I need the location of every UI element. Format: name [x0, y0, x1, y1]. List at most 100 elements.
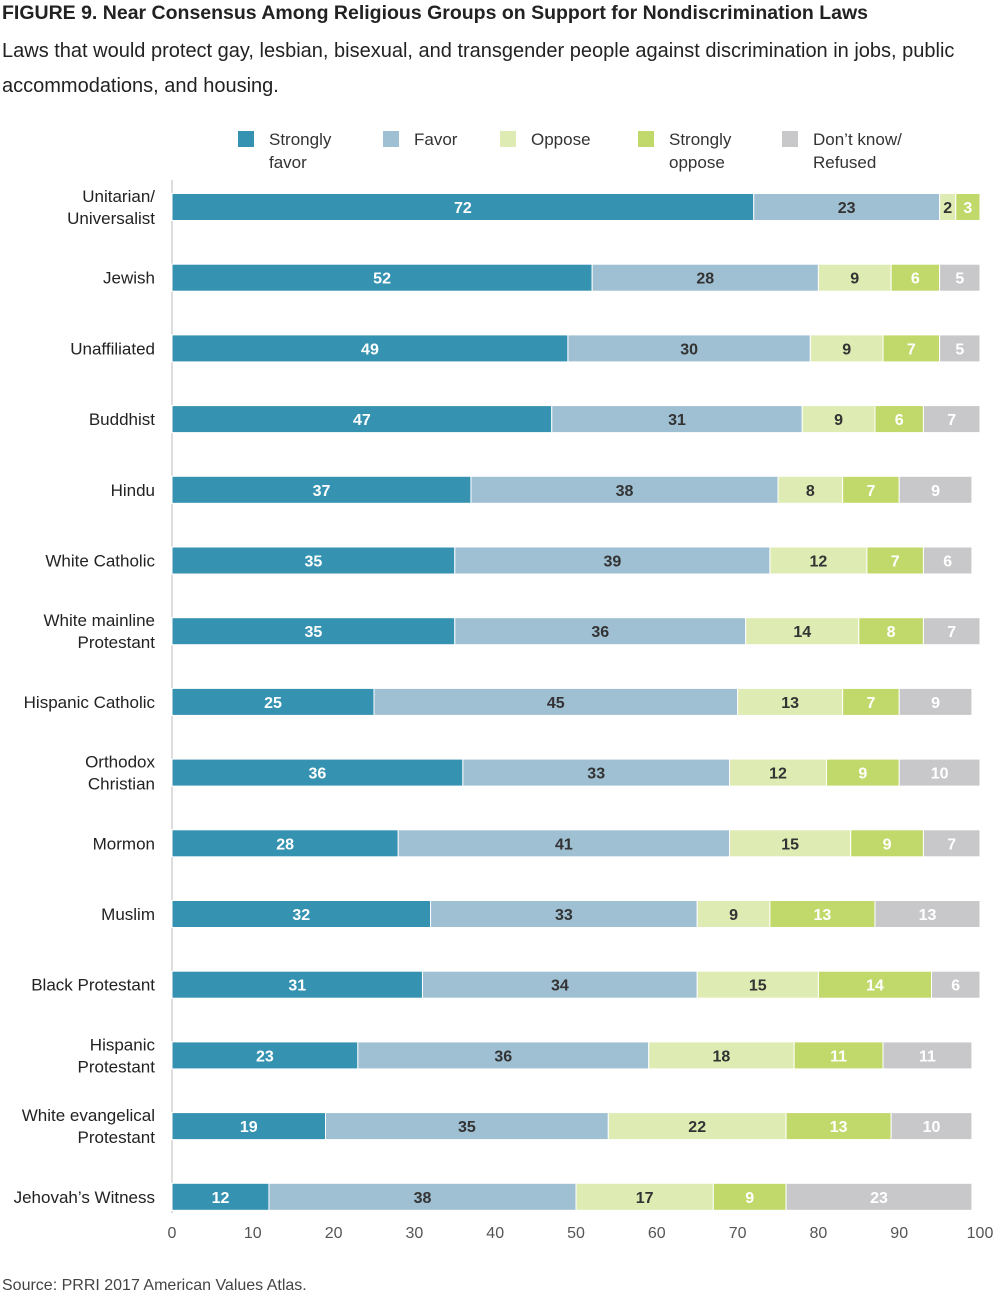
data-label-unitarian-universalist-favor: 23 — [838, 200, 856, 217]
data-label-orthodox-christian-strongly-favor: 36 — [309, 766, 327, 783]
legend-swatch-strongly-favor — [238, 131, 254, 147]
data-label-jewish-don-t-know-refused: 5 — [955, 271, 964, 288]
data-label-jehovah-s-witness-strongly-favor: 12 — [212, 1190, 230, 1207]
data-label-orthodox-christian-favor: 33 — [587, 766, 605, 783]
x-tick-label-100: 100 — [967, 1225, 994, 1242]
bar-white-catholic-strongly-favor — [171, 546, 456, 575]
bar-jehovah-s-witness-oppose — [575, 1182, 714, 1211]
data-label-hispanic-catholic-strongly-oppose: 7 — [866, 695, 875, 712]
data-label-hispanic-protestant-strongly-favor: 23 — [256, 1048, 274, 1065]
bar-mormon-oppose — [729, 829, 852, 858]
bar-hispanic-catholic-don-t-know-refused — [898, 687, 973, 716]
data-label-muslim-strongly-favor: 32 — [292, 907, 310, 924]
bar-unaffiliated-strongly-favor — [171, 334, 569, 363]
bar-white-evangelical-protestant-don-t-know-refused — [890, 1112, 973, 1141]
category-label-unaffiliated: Unaffiliated — [70, 339, 155, 358]
data-label-white-evangelical-protestant-oppose: 22 — [688, 1119, 706, 1136]
bar-white-mainline-protestant-favor — [454, 617, 747, 646]
data-label-jewish-strongly-favor: 52 — [373, 271, 391, 288]
legend-label-strongly-oppose: Strongly oppose — [669, 130, 732, 172]
category-label-hindu: Hindu — [111, 481, 155, 500]
data-label-buddhist-don-t-know-refused: 7 — [947, 412, 956, 429]
x-tick-label-80: 80 — [810, 1225, 828, 1242]
data-label-muslim-oppose: 9 — [729, 907, 738, 924]
data-label-hindu-favor: 38 — [616, 483, 634, 500]
data-label-unitarian-universalist-oppose: 2 — [943, 200, 952, 217]
data-label-muslim-favor: 33 — [555, 907, 573, 924]
x-tick-label-40: 40 — [486, 1225, 504, 1242]
bar-jewish-strongly-favor — [171, 263, 593, 292]
data-label-buddhist-oppose: 9 — [834, 412, 843, 429]
bar-hindu-oppose — [777, 475, 844, 504]
data-label-white-mainline-protestant-oppose: 14 — [793, 624, 811, 641]
data-label-white-catholic-favor: 39 — [603, 554, 621, 571]
data-label-unaffiliated-strongly-oppose: 7 — [907, 341, 916, 358]
bar-mormon-favor — [397, 829, 731, 858]
bar-jewish-don-t-know-refused — [939, 263, 981, 292]
x-tick-label-90: 90 — [890, 1225, 908, 1242]
data-label-black-protestant-oppose: 15 — [749, 978, 767, 995]
data-label-mormon-strongly-oppose: 9 — [883, 836, 892, 853]
bar-hindu-strongly-oppose — [842, 475, 900, 504]
data-label-hispanic-catholic-favor: 45 — [547, 695, 565, 712]
bar-jewish-favor — [591, 263, 819, 292]
data-label-hispanic-catholic-strongly-favor: 25 — [264, 695, 282, 712]
bar-muslim-strongly-oppose — [769, 900, 876, 928]
category-label-mormon: Mormon — [93, 834, 155, 853]
data-label-orthodox-christian-don-t-know-refused: 10 — [931, 766, 949, 783]
bar-white-catholic-don-t-know-refused — [922, 546, 973, 575]
category-label-hispanic-catholic: Hispanic Catholic — [24, 693, 156, 712]
bar-muslim-favor — [430, 900, 698, 928]
category-label-buddhist: Buddhist — [89, 410, 155, 429]
bar-hispanic-protestant-strongly-favor — [171, 1041, 359, 1070]
data-label-muslim-don-t-know-refused: 13 — [919, 907, 937, 924]
bar-white-catholic-favor — [454, 546, 771, 575]
bar-black-protestant-strongly-oppose — [817, 970, 933, 999]
category-label-jehovah-s-witness: Jehovah’s Witness — [14, 1188, 155, 1207]
x-tick-label-30: 30 — [406, 1225, 424, 1242]
data-label-hispanic-protestant-oppose: 18 — [713, 1048, 731, 1065]
bar-white-evangelical-protestant-strongly-oppose — [785, 1112, 892, 1141]
data-label-jehovah-s-witness-oppose: 17 — [636, 1190, 654, 1207]
data-label-hispanic-protestant-don-t-know-refused: 11 — [919, 1048, 936, 1065]
data-label-jehovah-s-witness-strongly-oppose: 9 — [745, 1190, 754, 1207]
bar-white-evangelical-protestant-strongly-favor — [171, 1112, 327, 1141]
data-label-hindu-oppose: 8 — [806, 483, 815, 500]
bar-jehovah-s-witness-strongly-favor — [171, 1182, 270, 1211]
category-label-white-catholic: White Catholic — [45, 552, 155, 571]
x-tick-label-0: 0 — [168, 1225, 177, 1242]
data-label-jewish-oppose: 9 — [850, 271, 859, 288]
data-label-white-evangelical-protestant-favor: 35 — [458, 1119, 476, 1136]
bar-hispanic-protestant-favor — [357, 1041, 650, 1070]
bar-mormon-don-t-know-refused — [922, 829, 981, 858]
category-label-white-evangelical-protestant: White evangelical Protestant — [22, 1106, 156, 1147]
data-label-buddhist-strongly-favor: 47 — [353, 412, 371, 429]
data-label-white-mainline-protestant-strongly-favor: 35 — [305, 624, 323, 641]
data-label-mormon-oppose: 15 — [781, 836, 799, 853]
data-label-orthodox-christian-oppose: 12 — [769, 766, 787, 783]
x-tick-label-60: 60 — [648, 1225, 666, 1242]
bar-jehovah-s-witness-strongly-oppose — [712, 1182, 787, 1211]
x-tick-label-50: 50 — [567, 1225, 585, 1242]
data-label-white-evangelical-protestant-strongly-favor: 19 — [240, 1119, 258, 1136]
data-label-unitarian-universalist-strongly-favor: 72 — [454, 200, 472, 217]
bar-white-catholic-strongly-oppose — [866, 546, 924, 575]
source-note: Source: PRRI 2017 American Values Atlas. — [2, 1277, 307, 1294]
data-label-orthodox-christian-strongly-oppose: 9 — [858, 766, 867, 783]
data-label-buddhist-favor: 31 — [668, 412, 686, 429]
data-label-hindu-strongly-favor: 37 — [313, 483, 331, 500]
category-label-hispanic-protestant: Hispanic Protestant — [78, 1035, 156, 1076]
legend-label-don-t-know-refused: Don’t know/Refused — [813, 130, 902, 172]
legend-swatch-favor — [383, 131, 399, 147]
bar-hispanic-protestant-oppose — [648, 1041, 795, 1070]
data-label-jewish-favor: 28 — [696, 271, 714, 288]
bar-black-protestant-oppose — [696, 970, 819, 999]
category-label-muslim: Muslim — [101, 905, 155, 924]
data-label-jehovah-s-witness-don-t-know-refused: 23 — [870, 1190, 888, 1207]
bar-white-mainline-protestant-don-t-know-refused — [922, 617, 981, 646]
legend-swatch-strongly-oppose — [638, 131, 654, 147]
legend-swatch-oppose — [500, 131, 516, 147]
data-label-jehovah-s-witness-favor: 38 — [414, 1190, 432, 1207]
chart-title: FIGURE 9. Near Consensus Among Religious… — [2, 2, 869, 24]
